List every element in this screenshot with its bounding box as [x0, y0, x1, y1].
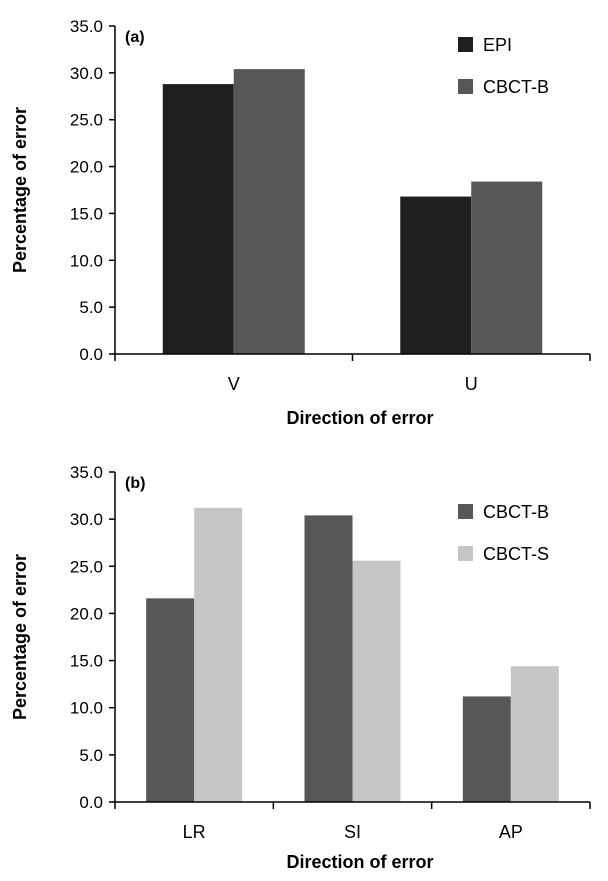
x-tick-label: AP [499, 822, 523, 842]
y-tick-label: 5.0 [79, 746, 103, 765]
x-tick-label: SI [344, 822, 361, 842]
y-tick-label: 30.0 [70, 510, 103, 529]
bar-cbct-s-ap [511, 666, 559, 802]
chart-panel-a: 0.0 5.0 10.0 15.0 20.0 25.0 30.0 35.0 V U Directio… [0, 0, 608, 438]
bar-chart-b: 0.0 5.0 10.0 15.0 20.0 25.0 30.0 35.0 LR SI AP Dire… [0, 448, 608, 876]
bar-cbct-s-lr [194, 508, 242, 802]
y-tick-label: 30.0 [70, 64, 103, 83]
bar-cbct-b-ap [463, 696, 511, 802]
x-axis-title: Direction of error [286, 852, 433, 872]
bar-chart-a: 0.0 5.0 10.0 15.0 20.0 25.0 30.0 35.0 V U Directio… [0, 0, 608, 438]
y-axis-title: Percentage of error [10, 107, 30, 273]
x-tick-label: V [228, 374, 240, 394]
y-tick-label: 15.0 [70, 652, 103, 671]
bar-cbct-s-si [353, 561, 401, 802]
bar-cbct-b-si [305, 515, 353, 802]
y-tick-label: 0.0 [79, 345, 103, 364]
y-tick-label: 20.0 [70, 158, 103, 177]
legend-label: EPI [483, 35, 512, 55]
legend-label: CBCT-B [483, 77, 549, 97]
legend-label: CBCT-B [483, 502, 549, 522]
legend-swatch-epi [458, 37, 473, 52]
x-axis-title: Direction of error [286, 408, 433, 428]
legend-swatch-cbct-b [458, 79, 473, 94]
y-tick-label: 35.0 [70, 17, 103, 36]
y-axis-title: Percentage of error [10, 554, 30, 720]
y-tick-label: 15.0 [70, 204, 103, 223]
legend-swatch-cbct-s [458, 546, 473, 561]
bar-cbct-b-v [234, 69, 305, 354]
legend-label: CBCT-S [483, 544, 549, 564]
y-tick-label: 25.0 [70, 111, 103, 130]
panel-label: (b) [125, 475, 145, 492]
y-tick-label: 5.0 [79, 298, 103, 317]
panel-label: (a) [125, 29, 145, 46]
bar-epi-u [400, 197, 471, 354]
y-tick-label: 0.0 [79, 793, 103, 812]
y-tick-label: 20.0 [70, 604, 103, 623]
x-tick-label: LR [183, 822, 206, 842]
y-tick-label: 10.0 [70, 251, 103, 270]
x-tick-label: U [465, 374, 478, 394]
bar-cbct-b-u [471, 182, 542, 354]
bar-cbct-b-lr [146, 598, 194, 802]
y-tick-label: 10.0 [70, 699, 103, 718]
legend-swatch-cbct-b [458, 504, 473, 519]
bar-epi-v [163, 84, 234, 354]
chart-panel-b: 0.0 5.0 10.0 15.0 20.0 25.0 30.0 35.0 LR SI AP Dire… [0, 448, 608, 876]
y-tick-label: 25.0 [70, 557, 103, 576]
y-tick-label: 35.0 [70, 463, 103, 482]
